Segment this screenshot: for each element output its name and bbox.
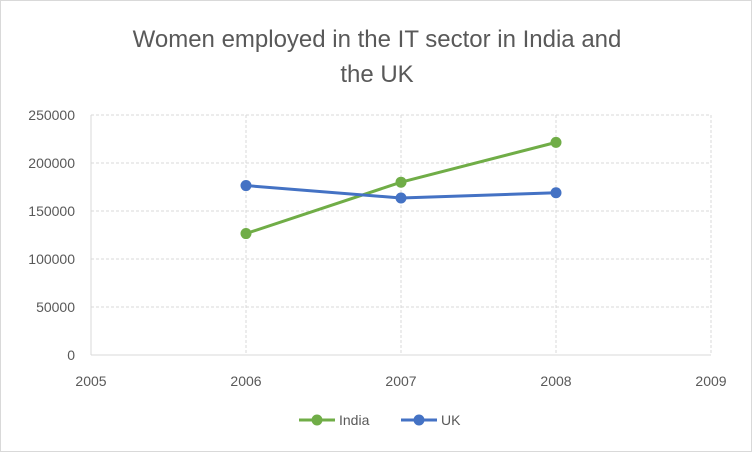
y-tick-label: 50000 [36, 299, 75, 315]
y-tick-label: 0 [67, 347, 75, 363]
data-point-india [395, 176, 407, 188]
y-tick-label: 150000 [28, 203, 75, 219]
legend-label-india: India [339, 412, 370, 428]
data-point-uk [395, 192, 407, 204]
x-tick-label: 2007 [385, 373, 416, 389]
y-tick-label: 250000 [28, 107, 75, 123]
chart-title-line-2: the UK [340, 61, 413, 88]
data-point-india [550, 136, 562, 148]
data-point-india [240, 228, 252, 240]
x-tick-label: 2009 [695, 373, 726, 389]
data-point-uk [550, 187, 562, 199]
y-tick-label: 100000 [28, 251, 75, 267]
x-tick-label: 2005 [75, 373, 106, 389]
chart-title-line-1: Women employed in the IT sector in India… [133, 26, 622, 53]
legend-marker-uk [413, 414, 425, 426]
legend-marker-india [311, 414, 323, 426]
x-tick-label: 2006 [230, 373, 261, 389]
legend-label-uk: UK [441, 412, 461, 428]
x-tick-label: 2008 [540, 373, 571, 389]
y-tick-label: 200000 [28, 155, 75, 171]
data-point-uk [240, 180, 252, 192]
